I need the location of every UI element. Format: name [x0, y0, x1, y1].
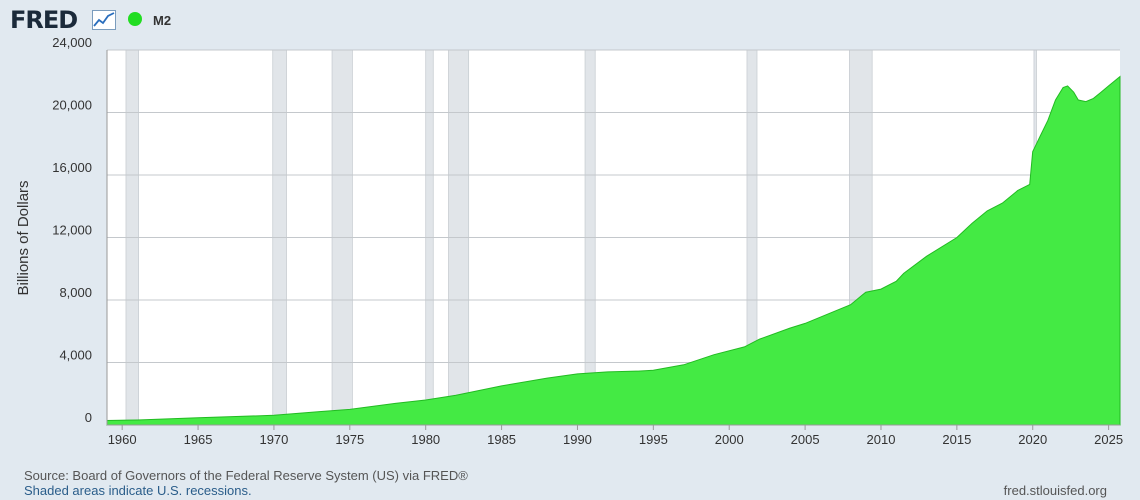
legend-series-label[interactable]: M2	[153, 13, 172, 28]
m2-area-chart: 0 4,000 8,000 12,000 16,000 20,000 24,000 1960…	[15, 35, 1123, 447]
y-axis-label: Billions of Dollars	[15, 180, 32, 295]
x-tick-label: 2020	[1018, 432, 1047, 447]
x-tick-label: 2015	[942, 432, 971, 447]
x-tick-label: 2010	[867, 432, 896, 447]
chart-footer: Source: Board of Governors of the Federa…	[0, 460, 1140, 500]
y-tick-label: 16,000	[52, 160, 92, 175]
x-tick-label: 2005	[791, 432, 820, 447]
y-tick-label: 12,000	[52, 223, 92, 238]
y-tick-label: 8,000	[59, 285, 92, 300]
legend-marker[interactable]	[128, 12, 142, 26]
y-tick-label: 4,000	[59, 348, 92, 363]
chart-header: FRED M2	[0, 0, 1140, 40]
x-tick-label: 2000	[715, 432, 744, 447]
x-tick-label: 1960	[108, 432, 137, 447]
source-note: Source: Board of Governors of the Federa…	[24, 468, 468, 483]
x-tick-label: 2025	[1094, 432, 1123, 447]
x-tick-label: 1965	[184, 432, 213, 447]
y-tick-label: 0	[85, 410, 92, 425]
line-chart-icon	[92, 10, 116, 35]
recession-note: Shaded areas indicate U.S. recessions.	[24, 483, 252, 498]
x-tick-label: 1990	[563, 432, 592, 447]
fred-logo: FRED	[10, 6, 78, 34]
x-tick-label: 1980	[411, 432, 440, 447]
fred-url-link[interactable]: fred.stlouisfed.org	[1003, 483, 1107, 498]
x-tick-label: 1985	[487, 432, 516, 447]
x-tick-label: 1975	[335, 432, 364, 447]
x-tick-label: 1995	[639, 432, 668, 447]
x-tick-label: 1970	[259, 432, 288, 447]
series-area-m2	[106, 75, 1121, 426]
y-tick-label: 20,000	[52, 98, 92, 113]
y-tick-label: 24,000	[52, 35, 92, 50]
